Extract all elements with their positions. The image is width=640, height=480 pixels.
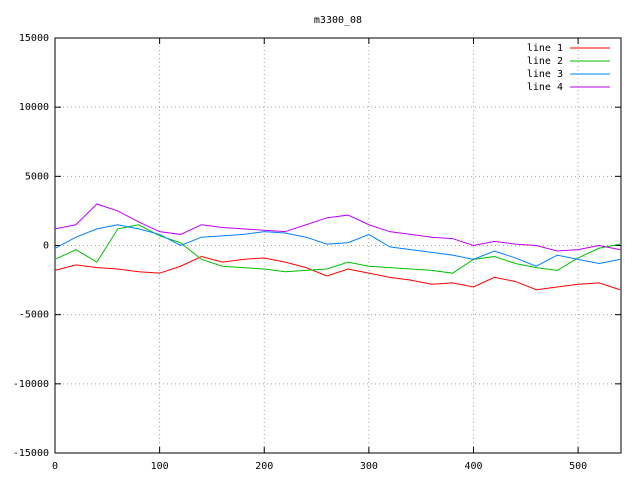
- x-tick-label: 400: [464, 461, 482, 472]
- y-tick-label: -5000: [19, 310, 49, 321]
- x-tick-label: 500: [569, 461, 587, 472]
- legend-label: line 4: [527, 82, 563, 93]
- data-line: [54, 256, 621, 291]
- y-tick-label: -15000: [13, 448, 49, 459]
- plot-border: [54, 37, 622, 454]
- legend-label: line 1: [527, 43, 563, 54]
- legend-label: line 2: [527, 56, 563, 67]
- y-tick-label: 10000: [19, 102, 49, 113]
- x-tick-label: 100: [151, 461, 169, 472]
- x-tick-label: 0: [52, 461, 58, 472]
- y-tick-label: -10000: [13, 379, 49, 390]
- data-line: [54, 203, 621, 252]
- x-tick-label: 300: [360, 461, 378, 472]
- y-tick-label: 5000: [25, 171, 49, 182]
- chart-title: m3300_08: [314, 15, 362, 26]
- y-tick-label: 0: [43, 241, 49, 252]
- data-line: [54, 224, 621, 267]
- data-line: [54, 224, 621, 274]
- legend-label: line 3: [527, 69, 563, 80]
- x-tick-label: 200: [255, 461, 273, 472]
- y-tick-label: 15000: [19, 33, 49, 44]
